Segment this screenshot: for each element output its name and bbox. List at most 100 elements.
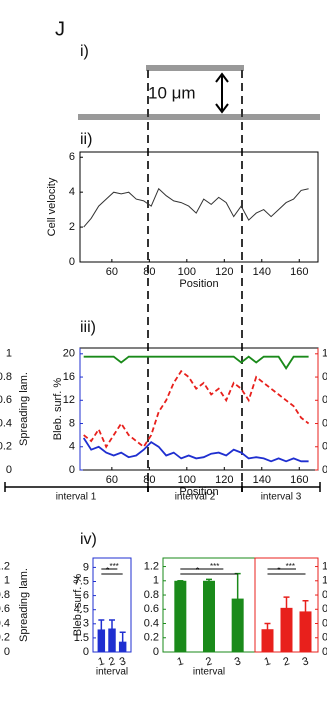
axis-label: Spreading lam. — [18, 372, 30, 446]
y-tick-label: 0 — [69, 464, 75, 476]
arrow-heads — [215, 72, 229, 114]
x-tick-label: 140 — [253, 474, 271, 486]
plot-frame — [79, 151, 319, 263]
y-tick-label: 0.8 — [144, 589, 159, 601]
subpanel-label: iii) — [80, 319, 96, 336]
y-tick-label: 0.8 — [0, 589, 10, 601]
scale-label: 10 μm — [148, 83, 196, 102]
y-tick-label: 1.2 — [322, 560, 327, 572]
error-bar — [98, 619, 105, 639]
y-tick-label: 20 — [63, 348, 75, 360]
axis-label: interval — [193, 667, 225, 678]
bar — [299, 611, 312, 652]
y-tick-label: 12 — [63, 394, 75, 406]
axis-label: Spreading lam. — [18, 568, 30, 642]
y-tick-label: 0.2 — [322, 632, 327, 644]
axis-label: Cell velocity — [46, 177, 58, 236]
y-tick-label: 7.5 — [74, 575, 89, 587]
y-tick-label: 0.2 — [322, 441, 327, 453]
x-tick-label: 1 — [97, 655, 106, 668]
subpanel-label: ii) — [80, 131, 92, 148]
y-tick-label: 0.8 — [322, 589, 327, 601]
y-tick-label: 1 — [153, 575, 159, 587]
significance-line — [101, 568, 123, 575]
bar — [261, 629, 274, 652]
significance-line — [267, 568, 306, 575]
error-bar — [302, 599, 309, 623]
significance-label: *** — [210, 562, 219, 571]
error-bar — [119, 631, 126, 652]
error-bar — [264, 622, 271, 635]
y-tick-label: 0.2 — [0, 441, 12, 453]
x-tick-label: 1 — [176, 655, 185, 668]
y-tick-label: 0.4 — [144, 617, 159, 629]
subpanel-label: i) — [80, 43, 89, 60]
significance-line — [180, 568, 238, 575]
significance-label: * — [277, 566, 280, 575]
y-tick-label: 8 — [69, 417, 75, 429]
data-line — [82, 437, 309, 463]
y-tick-label: 6 — [69, 151, 75, 163]
substrate-bar — [78, 114, 320, 120]
interval-label: interval 1 — [56, 492, 97, 503]
y-tick-label: 0.6 — [144, 603, 159, 615]
significance-label: *** — [286, 562, 295, 571]
error-bar — [206, 578, 212, 583]
y-tick-label: 1 — [322, 575, 327, 587]
interval-ticks — [4, 482, 321, 492]
x-tick-label: 100 — [178, 474, 196, 486]
subpanel-label: iv) — [80, 531, 97, 548]
error-bar — [283, 596, 290, 619]
bar — [97, 629, 106, 652]
axis-label: Bleb. surf. % — [52, 378, 64, 441]
interval-label: interval 2 — [175, 492, 216, 503]
x-tick-label: 100 — [178, 266, 196, 278]
plot-frame — [79, 347, 319, 471]
x-tick-label: 120 — [215, 266, 233, 278]
x-tick-label: 1 — [263, 655, 272, 668]
data-line — [83, 355, 309, 370]
bar — [280, 607, 293, 652]
y-tick-label: 0 — [69, 256, 75, 268]
y-tick-label: 1.5 — [74, 632, 89, 644]
y-tick-label: 6 — [83, 590, 89, 602]
x-tick-label: 80 — [143, 266, 155, 278]
y-tick-label: 4 — [69, 441, 75, 453]
y-tick-label: 0.2 — [0, 632, 10, 644]
y-tick-label: 0.2 — [144, 632, 159, 644]
cell-bar — [146, 65, 244, 71]
y-tick-label: 4 — [69, 186, 75, 198]
y-tick-label: 0.4 — [0, 617, 10, 629]
x-tick-label: 2 — [204, 655, 213, 668]
y-tick-label: 0 — [4, 646, 10, 658]
y-tick-label: 0.8 — [322, 371, 327, 383]
y-tick-label: 9 — [83, 561, 89, 573]
x-tick-label: 140 — [253, 266, 271, 278]
x-tick-label: 120 — [215, 474, 233, 486]
y-tick-label: 0.6 — [322, 603, 327, 615]
x-tick-label: 2 — [282, 655, 291, 668]
y-tick-label: 0.8 — [0, 371, 12, 383]
axis-label: Position — [179, 278, 218, 290]
y-tick-label: 1 — [322, 348, 327, 360]
y-tick-label: 0 — [83, 646, 89, 658]
y-tick-label: 0 — [322, 464, 327, 476]
error-bar — [109, 619, 115, 637]
y-tick-label: 4.5 — [74, 604, 89, 616]
y-tick-label: 0 — [153, 646, 159, 658]
y-tick-label: 1 — [6, 348, 12, 360]
x-tick-label: 3 — [233, 655, 242, 668]
interval-label: interval 3 — [261, 492, 302, 503]
x-tick-label: 3 — [301, 655, 310, 668]
y-tick-label: 3 — [83, 618, 89, 630]
x-tick-label: 160 — [290, 474, 308, 486]
bar — [174, 580, 187, 652]
bar — [203, 580, 215, 652]
y-tick-label: 0.6 — [0, 603, 10, 615]
x-tick-label: 80 — [143, 474, 155, 486]
axis-label: Bleb. surf. % — [72, 574, 84, 637]
y-tick-label: 0 — [6, 464, 12, 476]
bar — [231, 598, 244, 652]
data-line — [83, 187, 309, 228]
